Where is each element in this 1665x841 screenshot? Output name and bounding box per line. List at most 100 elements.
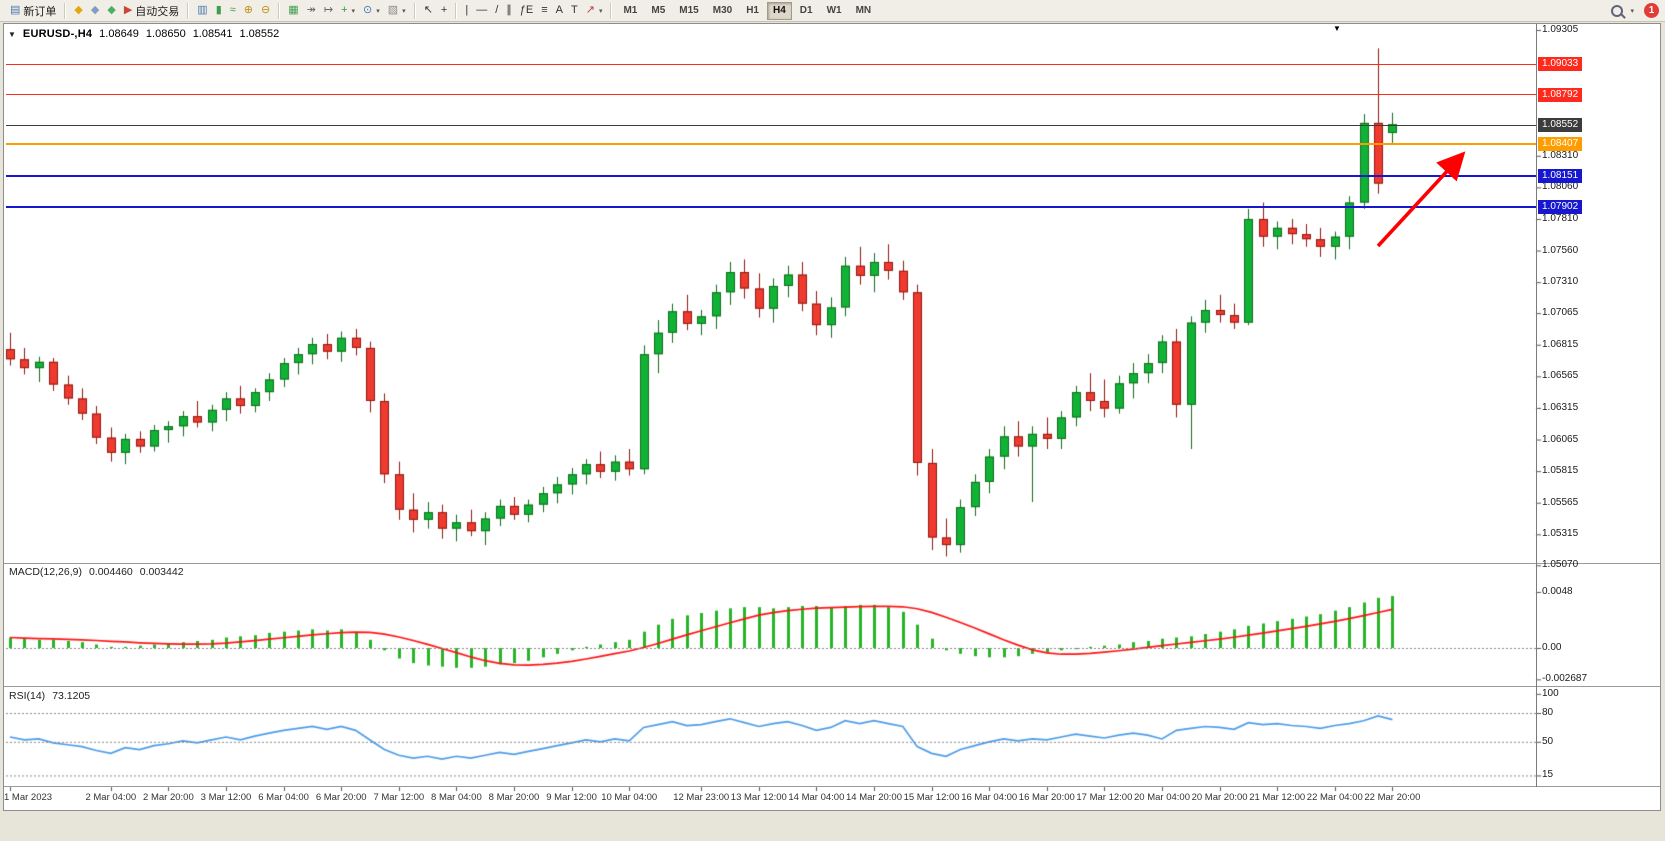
chart-shift-marker[interactable]: ▼ (1333, 24, 1341, 33)
channel-tool-button[interactable]: ∥ (502, 2, 516, 20)
price-axis-tick-label: 1.06815 (1542, 338, 1579, 350)
templates-button[interactable]: ▧ ▾ (384, 2, 410, 20)
crosshair-tool-button[interactable]: + (437, 2, 451, 20)
vertical-line-tool-button[interactable]: | (461, 2, 472, 20)
timeframe-h4-button[interactable]: H4 (766, 1, 792, 20)
candlestick-mode-button[interactable]: ▮ (212, 2, 226, 20)
zoom-out-button[interactable]: ⊖ (257, 2, 274, 20)
bar-chart-mode-button[interactable]: ▥ (193, 2, 211, 20)
pane-separator-macd[interactable] (4, 563, 1660, 564)
shapes-tool-button[interactable]: ≡ (537, 2, 551, 20)
alerts-sound-button[interactable]: ◆ (70, 2, 86, 20)
date-axis-label: 8 Mar 20:00 (488, 792, 540, 803)
dropdown-caret-icon[interactable]: ▾ (402, 7, 406, 15)
timeframe-m5-button-label: M5 (651, 5, 666, 16)
cursor-tool-button[interactable]: ↖ (420, 2, 437, 20)
resistance-line-lower[interactable] (6, 94, 1536, 96)
bid-price-line[interactable] (6, 124, 1536, 126)
price-axis-tick-label: 1.07810 (1542, 212, 1579, 224)
dropdown-caret-icon[interactable]: ▾ (376, 7, 380, 15)
indicators-button[interactable]: + ▾ (337, 2, 359, 20)
macd-value-main: 0.004460 (88, 566, 133, 578)
timeframe-mn-button-label: MN (855, 5, 872, 16)
channel-icon: ∥ (506, 4, 512, 16)
search-button[interactable]: ▾ (1606, 2, 1638, 20)
date-axis-label: 17 Mar 12:00 (1076, 792, 1133, 803)
price-axis-tick-label: 1.07310 (1542, 276, 1579, 288)
symbol-period-label: EURUSD-,H4 (22, 28, 93, 40)
dropdown-caret-icon[interactable]: ▾ (351, 7, 356, 15)
support-line-lower[interactable] (6, 206, 1536, 209)
rsi-title: RSI(14) (9, 690, 46, 702)
auto-scroll-button[interactable]: ↠ (303, 2, 320, 20)
trendline-tool-button[interactable]: / (491, 2, 502, 20)
price-axis-tick-label: 1.05315 (1542, 528, 1579, 540)
line-chart-mode-button[interactable]: ≈ (226, 2, 240, 20)
community-button[interactable]: ◆ (87, 2, 103, 20)
toolbar-separator (187, 2, 190, 19)
timeframe-m15-button[interactable]: M15 (673, 2, 704, 20)
metaeditor-button[interactable]: ◆ (103, 2, 119, 20)
bid-price-line-badge: 1.08552 (1538, 118, 1583, 133)
notifications-badge[interactable]: 1 (1644, 3, 1659, 18)
date-axis-label: 15 Mar 12:00 (903, 792, 960, 803)
auto-scroll-icon: ↠ (306, 4, 316, 16)
collapse-chart-icon[interactable]: ▼ (8, 29, 16, 39)
toolbar-separator (610, 2, 613, 19)
timeframe-w1-button[interactable]: W1 (821, 2, 848, 20)
zoom-out-icon: ⊖ (261, 4, 271, 16)
horizontal-line-tool-button[interactable]: — (472, 2, 491, 20)
pending-order-line-badge: 1.08407 (1538, 136, 1583, 151)
pane-separator-rsi[interactable] (4, 686, 1660, 687)
text-tool-button[interactable]: A (552, 2, 567, 20)
zoom-in-button[interactable]: ⊕ (240, 2, 257, 20)
trend-arrow[interactable] (1368, 143, 1478, 255)
label-tool-button[interactable]: T (567, 2, 582, 20)
tile-windows-button[interactable]: ▦ (284, 2, 302, 20)
fibonacci-tool-button[interactable]: ƒE (516, 2, 537, 20)
pending-order-line[interactable] (6, 142, 1536, 145)
date-axis-label: 8 Mar 04:00 (431, 792, 482, 803)
timeframe-h1-button[interactable]: H1 (740, 2, 765, 20)
timeframe-m1-button-label: M1 (623, 5, 638, 16)
fibonacci-icon: ƒE (519, 4, 534, 16)
autotrading-button[interactable]: ▶ 自动交易 (120, 2, 183, 20)
timeframe-h1-button-label: H1 (746, 5, 759, 16)
new-order-button[interactable]: ▤ 新订单 (6, 2, 60, 20)
date-axis-label: 3 Mar 12:00 (200, 792, 252, 803)
timeframe-d1-button[interactable]: D1 (794, 2, 819, 20)
macd-value-signal: 0.003442 (139, 566, 184, 578)
date-axis-label: 16 Mar 20:00 (1018, 792, 1075, 803)
date-axis-label: 22 Mar 20:00 (1364, 792, 1421, 803)
search-icon (1611, 4, 1624, 17)
timeframe-m1-button[interactable]: M1 (617, 2, 643, 20)
date-axis-label: 2 Mar 20:00 (143, 792, 194, 803)
quote-open: 1.08649 (99, 28, 139, 40)
timeframe-m30-button[interactable]: M30 (707, 2, 738, 20)
date-axis-label: 14 Mar 04:00 (788, 792, 845, 803)
date-axis-label: 6 Mar 04:00 (258, 792, 309, 803)
price-axis-tick-label: 1.06315 (1542, 401, 1579, 413)
toolbar-separator (64, 2, 67, 19)
price-axis-tick-label: 1.09305 (1542, 24, 1579, 35)
price-axis-tick-label: 1.05565 (1542, 496, 1579, 508)
template-icon: ▧ (387, 4, 399, 16)
quote-low: 1.08541 (192, 28, 233, 40)
dropdown-caret-icon[interactable]: ▾ (598, 7, 603, 15)
support-line-upper[interactable] (6, 174, 1536, 177)
resistance-line-upper[interactable] (6, 63, 1536, 65)
timeframe-mn-button[interactable]: MN (850, 2, 878, 20)
date-axis-label: 7 Mar 12:00 (373, 792, 425, 803)
arrows-tool-button[interactable]: ↗ ▾ (582, 2, 607, 20)
periods-button[interactable]: ⊙ ▾ (359, 2, 384, 20)
price-axis-tick-label: 1.06065 (1542, 433, 1579, 445)
quote-bar: ▼ EURUSD-,H4 1.08649 1.08650 1.08541 1.0… (8, 28, 279, 40)
toolbar-left-group: ▤ 新订单 ◆ ◆ ◆ ▶ 自动交易 ▥ ▮ ≈ ⊕ ⊖ ▦ ↠ ↦ + ▾ ⊙ ▾ ▧ ▾ ↖ + | — / ∥ ƒE ≡ A T ↗ ▾ M… (6, 0, 878, 21)
rsi-axis-label: 50 (1542, 735, 1554, 747)
dropdown-caret-icon[interactable]: ▾ (1630, 7, 1634, 15)
resistance-line-upper-badge: 1.09033 (1538, 57, 1583, 72)
chart-shift-button[interactable]: ↦ (320, 2, 337, 20)
macd-indicator-label: MACD(12,26,9) 0.004460 0.003442 (9, 566, 184, 578)
timeframe-m5-button[interactable]: M5 (645, 2, 671, 20)
